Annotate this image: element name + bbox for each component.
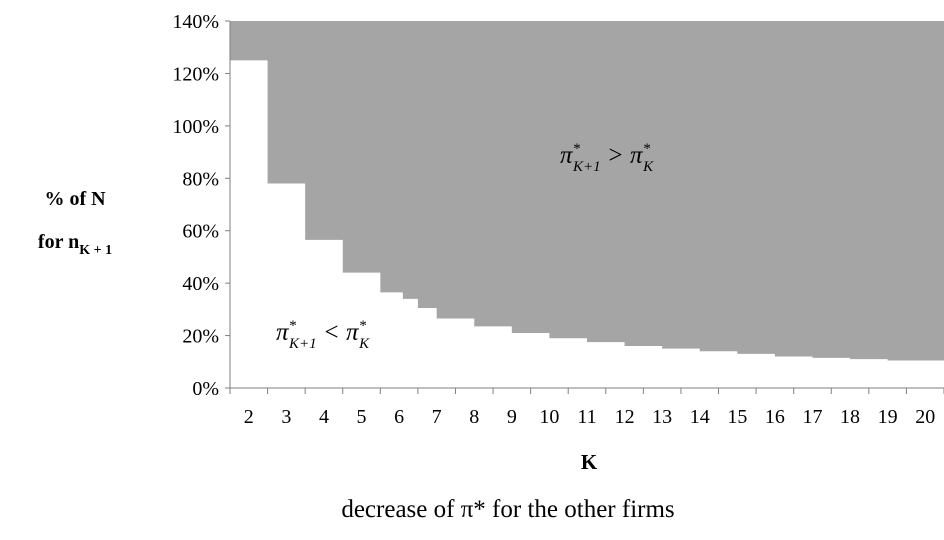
x-tick-label: 4 xyxy=(319,406,329,428)
y-axis: 0% 20% 40% 60% 80% 100% 120% 140% xyxy=(172,11,231,400)
x-tick-label: 18 xyxy=(840,406,860,428)
x-tick-label: 3 xyxy=(281,406,291,428)
y-axis-label-line1: % of N xyxy=(44,188,106,210)
x-tick-label: 11 xyxy=(577,406,596,428)
y-tick-label: 100% xyxy=(172,116,219,138)
y-tick-label: 60% xyxy=(182,221,219,243)
y-tick-label: 80% xyxy=(182,168,219,190)
x-tick-label: 12 xyxy=(615,406,635,428)
x-axis: 2 3 4 5 6 7 8 9 10 11 12 13 14 15 16 17 18 19 20 xyxy=(229,387,944,428)
y-tick-label: 120% xyxy=(172,63,219,85)
y-tick-label: 140% xyxy=(172,11,219,33)
x-tick-label: 6 xyxy=(394,406,404,428)
x-tick-label: 20 xyxy=(915,406,935,428)
x-tick-label: 8 xyxy=(469,406,479,428)
y-tick-label: 0% xyxy=(192,378,219,400)
plot-area xyxy=(230,21,944,388)
y-axis-label-line2: for nK + 1 xyxy=(38,231,112,258)
x-tick-label: 15 xyxy=(727,406,747,428)
x-tick-label: 13 xyxy=(652,406,672,428)
lower-region-label: π* K+1 < π* K xyxy=(276,318,370,352)
lower-region xyxy=(230,60,944,388)
x-tick-label: 2 xyxy=(244,406,254,428)
y-tick-label: 40% xyxy=(182,273,219,295)
x-tick-label: 10 xyxy=(539,406,559,428)
x-tick-label: 16 xyxy=(765,406,785,428)
y-axis-label-main: for n xyxy=(38,231,79,253)
x-tick-label: 7 xyxy=(432,406,442,428)
x-tick-label: 17 xyxy=(802,406,822,428)
x-tick-label: 19 xyxy=(878,406,898,428)
y-tick-label: 20% xyxy=(182,326,219,348)
chart-caption: decrease of π* for the other firms xyxy=(341,496,674,523)
x-tick-label: 5 xyxy=(357,406,367,428)
x-tick-label: 9 xyxy=(507,406,517,428)
upper-region-label: π* K+1 > π* K xyxy=(560,141,654,175)
y-axis-label-subscript: K + 1 xyxy=(79,243,112,258)
x-axis-label: K xyxy=(581,450,598,474)
x-tick-label: 14 xyxy=(690,406,710,428)
